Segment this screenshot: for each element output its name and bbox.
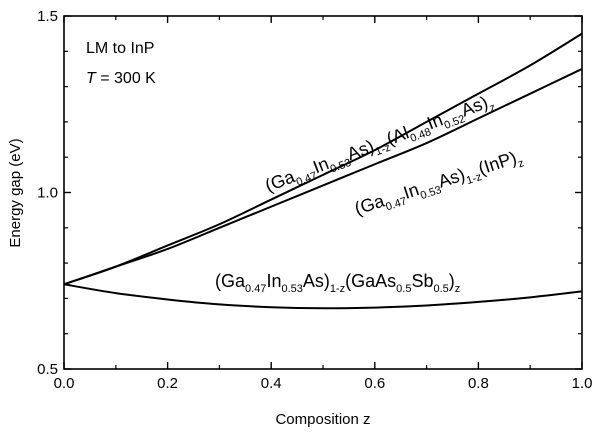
plot-frame — [63, 15, 583, 370]
x-tick-label: 0.8 — [468, 375, 489, 392]
tick-labels: 0.0 0.2 0.4 0.6 0.8 1.0 0.5 1.0 1.5 — [37, 8, 592, 392]
annotation-temperature: T = 300 K — [86, 70, 156, 87]
annotation-lm-to-inp: LM to InP — [86, 40, 154, 57]
x-tick-label: 0.4 — [261, 375, 282, 392]
curve-label-gaassb: (Ga0.47In0.53As)1-z(GaAs0.5Sb0.5)z — [215, 271, 460, 295]
x-tick-label: 1.0 — [572, 375, 593, 392]
y-tick-label: 1.0 — [37, 185, 58, 202]
y-tick-label: 1.5 — [37, 8, 58, 25]
y-tick-label: 0.5 — [37, 361, 58, 378]
x-tick-label: 0.2 — [157, 375, 178, 392]
series-line-0 — [63, 32, 583, 286]
y-axis-label: Energy gap (eV) — [7, 138, 24, 247]
curves — [63, 32, 583, 310]
series-line-1 — [63, 68, 583, 286]
ticks — [63, 15, 583, 370]
x-axis-label: Composition z — [275, 411, 370, 428]
svg-text:(Ga0.47In0.53As)1-z(GaAs0.5Sb0: (Ga0.47In0.53As)1-z(GaAs0.5Sb0.5)z — [215, 271, 460, 295]
x-tick-label: 0.0 — [54, 375, 75, 392]
x-tick-label: 0.6 — [364, 375, 385, 392]
series-line-2 — [63, 283, 583, 310]
